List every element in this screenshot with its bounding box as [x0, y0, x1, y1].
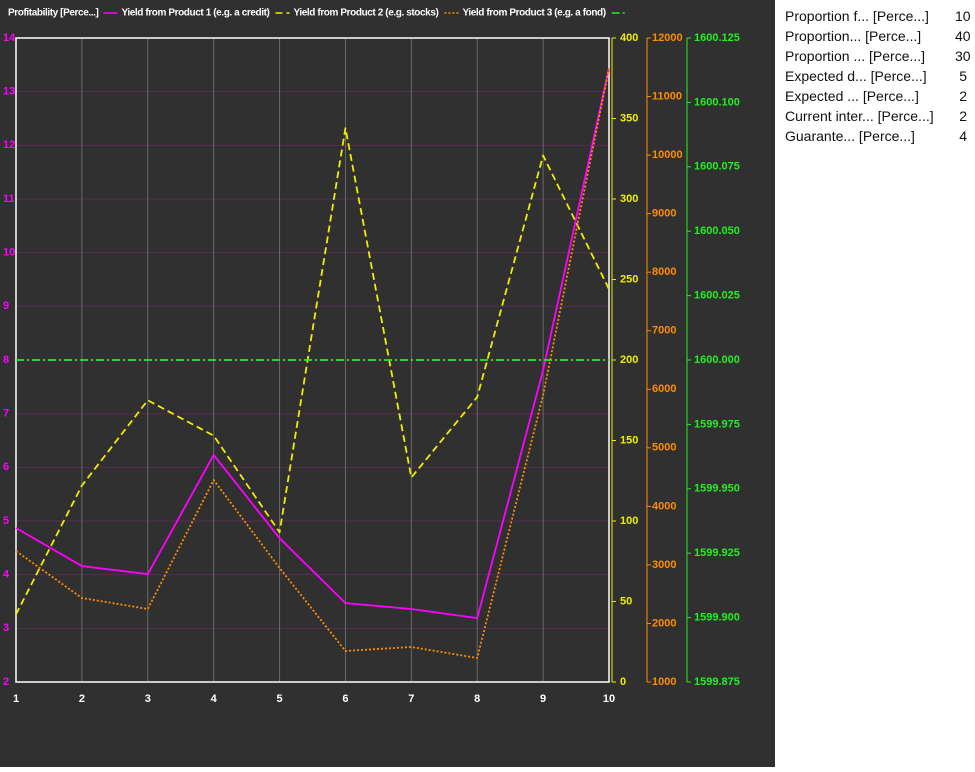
y-tick-label: 1599.875	[694, 676, 740, 688]
y-tick-label: 7	[3, 408, 9, 420]
y-tick-label: 1599.950	[694, 483, 740, 495]
y-tick-label: 1600.050	[694, 225, 740, 237]
parameter-name: Proportion... [Perce...]	[785, 28, 922, 44]
x-tick-label: 7	[408, 693, 414, 705]
parameter-row: Expected ... [Perce...] 2	[785, 86, 975, 106]
y-tick-label: 7000	[652, 325, 676, 337]
y-axis-title: Profitability [Perce...]	[8, 8, 98, 19]
series-line	[15, 67, 610, 620]
parameter-value: 30	[955, 48, 971, 64]
y-tick-label: 150	[620, 434, 638, 446]
parameter-row: Proportion ... [Perce...] 30	[785, 46, 975, 66]
legend-label: Yield from Product 3 (e.g. a fond)	[462, 8, 605, 19]
x-tick-label: 8	[474, 693, 480, 705]
x-tick-label: 5	[276, 693, 282, 705]
parameter-name: Guarante... [Perce...]	[785, 128, 915, 144]
x-tick-label: 10	[603, 693, 615, 705]
y-tick-label: 6	[3, 461, 9, 473]
parameter-value: 5	[959, 68, 967, 84]
parameter-row: Expected d... [Perce...] 5	[785, 66, 975, 86]
y-tick-label: 6000	[652, 383, 676, 395]
parameter-value: 40	[955, 28, 971, 44]
y-tick-label: 1599.975	[694, 418, 740, 430]
parameter-row: Guarante... [Perce...] 4	[785, 126, 975, 146]
y-tick-label: 12000	[652, 32, 683, 44]
y-tick-label: 10	[3, 247, 15, 259]
parameter-name: Proportion f... [Perce...]	[785, 8, 929, 24]
y-tick-label: 3	[3, 622, 9, 634]
y-tick-label: 1600.025	[694, 290, 740, 302]
y-tick-label: 14	[3, 32, 16, 44]
y-tick-label: 50	[620, 595, 632, 607]
x-tick-label: 2	[79, 693, 85, 705]
legend-label: Yield from Product 1 (e.g. a credit)	[121, 8, 269, 19]
y-tick-label: 400	[620, 32, 638, 44]
y-tick-label: 1599.900	[694, 612, 740, 624]
y-tick-label: 9	[3, 300, 9, 312]
x-tick-label: 1	[13, 693, 19, 705]
y-tick-label: 0	[620, 676, 626, 688]
y-tick-label: 1600.075	[694, 161, 740, 173]
parameter-name: Expected d... [Perce...]	[785, 68, 927, 84]
y-tick-label: 1599.925	[694, 547, 740, 559]
y-tick-label: 5	[3, 515, 9, 527]
parameter-list: Proportion f... [Perce...] 10 Proportion..…	[785, 6, 975, 146]
y-tick-label: 2	[3, 676, 9, 688]
y-tick-label: 4	[3, 569, 10, 581]
x-tick-label: 9	[540, 693, 546, 705]
parameter-row: Proportion... [Perce...] 40	[785, 26, 975, 46]
y-tick-label: 1600.000	[694, 354, 740, 366]
y-tick-label: 8000	[652, 266, 676, 278]
y-tick-label: 2000	[652, 617, 676, 629]
y-tick-label: 9000	[652, 208, 676, 220]
y-tick-label: 11000	[652, 90, 682, 102]
parameter-name: Current inter... [Perce...]	[785, 108, 934, 124]
y-tick-label: 300	[620, 193, 638, 205]
y-tick-label: 5000	[652, 442, 676, 454]
y-tick-label: 1600.100	[694, 96, 740, 108]
series-line	[15, 127, 610, 615]
parameter-value: 2	[959, 88, 967, 104]
y-tick-label: 350	[620, 112, 638, 124]
y-tick-label: 12	[3, 139, 15, 151]
y-tick-label: 1000	[652, 676, 676, 688]
parameter-name: Expected ... [Perce...]	[785, 88, 919, 104]
parameter-row: Current inter... [Perce...] 2	[785, 106, 975, 126]
y-tick-label: 4000	[652, 500, 676, 512]
legend-label: Yield from Product 2 (e.g. stocks)	[293, 8, 438, 19]
parameter-name: Proportion ... [Perce...]	[785, 48, 926, 64]
x-tick-label: 3	[145, 693, 151, 705]
y-tick-label: 200	[620, 354, 638, 366]
chart: 1 2 3 4 5 6 7 8 9 1023456789101112131405010015020…	[3, 8, 740, 705]
parameter-value: 2	[959, 108, 967, 124]
y-tick-label: 1600.125	[694, 32, 740, 44]
y-tick-label: 13	[3, 86, 15, 98]
parameter-row: Proportion f... [Perce...] 10	[785, 6, 975, 26]
y-tick-label: 100	[620, 515, 638, 527]
x-tick-label: 4	[211, 693, 218, 705]
y-tick-label: 250	[620, 273, 638, 285]
y-tick-label: 8	[3, 354, 9, 366]
y-tick-label: 11	[3, 193, 15, 205]
parameter-value: 10	[955, 8, 971, 24]
x-tick-label: 6	[342, 693, 348, 705]
chart-panel: 1 2 3 4 5 6 7 8 9 10 2 3 4 5 6 7 8 9 10 11 12 13 14 0 50 100 150 20…	[0, 0, 775, 767]
y-tick-label: 10000	[652, 149, 683, 161]
parameter-value: 4	[959, 128, 967, 144]
y-tick-label: 3000	[652, 559, 676, 571]
series-line	[15, 67, 610, 659]
